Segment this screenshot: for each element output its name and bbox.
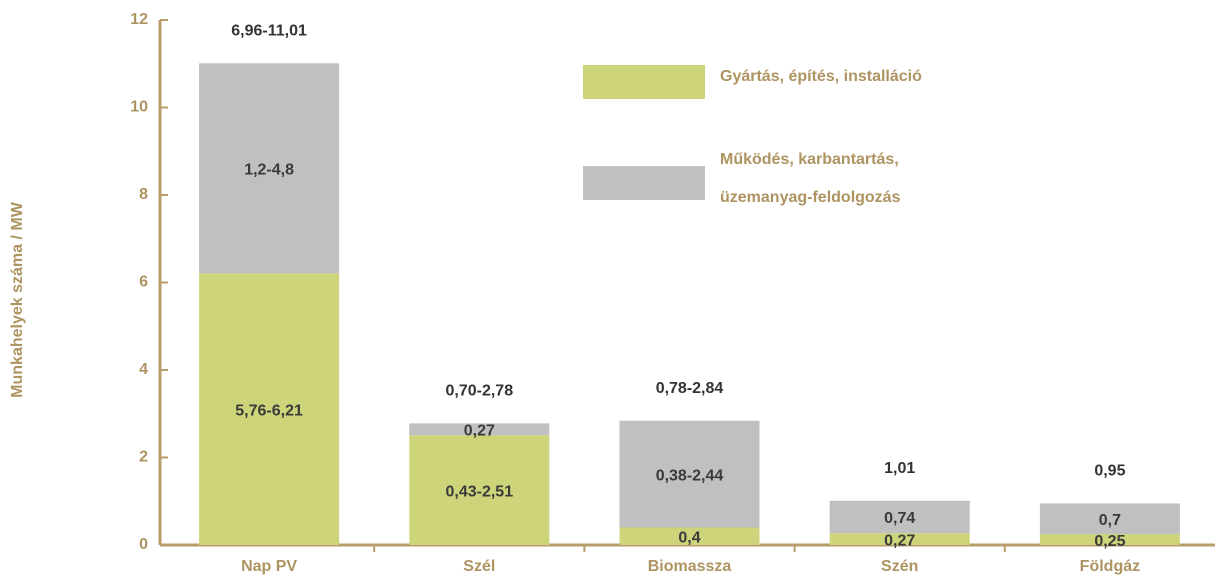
value-label: 0,27: [884, 532, 915, 549]
value-label: 5,76-6,21: [235, 402, 303, 419]
x-tick-label: Nap PV: [241, 558, 297, 575]
x-tick-label: Földgáz: [1080, 558, 1140, 575]
value-label: 0,43-2,51: [445, 483, 513, 500]
value-label: 0,74: [884, 510, 915, 527]
bar-segment: [619, 420, 760, 528]
x-tick-label: Szél: [463, 558, 495, 575]
y-tick-label: 6: [139, 274, 148, 291]
bar-segment: [199, 63, 340, 274]
bar-segment: [409, 423, 550, 436]
value-label: 0,25: [1094, 533, 1125, 550]
legend-label: Működés, karbantartás, üzemanyag-feldolg…: [720, 151, 901, 206]
bar-segment: [829, 500, 970, 534]
x-tick-label: Biomassza: [648, 558, 732, 575]
y-tick-label: 2: [139, 449, 148, 466]
x-tick-label: Szén: [881, 558, 918, 575]
legend-swatch: [583, 166, 705, 200]
value-label: 0,4: [678, 529, 700, 546]
y-tick-label: 4: [139, 361, 148, 378]
value-label: 0,27: [464, 423, 495, 440]
total-label: 0,78-2,84: [656, 380, 724, 397]
total-label: 1,01: [884, 460, 915, 477]
total-label: 6,96-11,01: [231, 23, 307, 40]
bar-segment: [199, 273, 340, 545]
value-label: 0,7: [1099, 512, 1121, 529]
bar-segment: [829, 533, 970, 545]
legend-swatch: [583, 65, 705, 99]
bar-segment: [409, 435, 550, 545]
bar-segment: [1039, 503, 1180, 535]
bar-segment: [619, 527, 760, 545]
value-label: 1,2-4,8: [244, 162, 294, 179]
y-tick-label: 12: [130, 11, 148, 28]
legend-label: Gyártás, építés, installáció: [720, 68, 922, 85]
bar-segment: [1039, 534, 1180, 545]
y-tick-label: 8: [139, 186, 148, 203]
y-tick-label: 0: [139, 536, 148, 553]
total-label: 0,95: [1094, 463, 1125, 480]
y-tick-label: 10: [130, 99, 148, 116]
y-axis-label: Munkahelyek száma / MW: [9, 201, 26, 398]
value-label: 0,38-2,44: [656, 467, 724, 484]
total-label: 0,70-2,78: [445, 383, 513, 400]
